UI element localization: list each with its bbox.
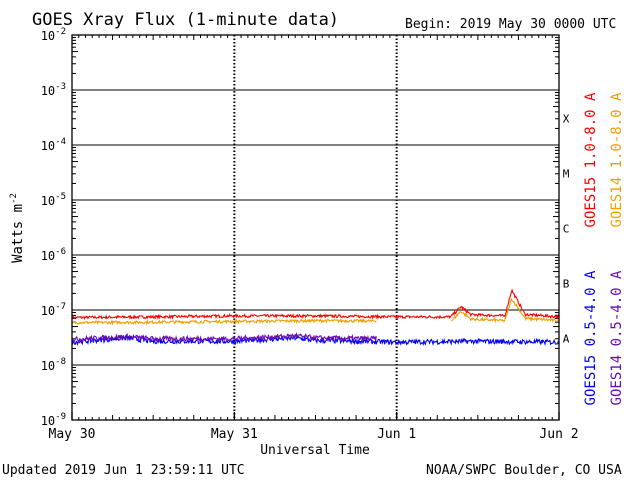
- x-tick-labels: May 30 May 31 Jun 1 Jun 2: [49, 427, 579, 442]
- y-tick-exponent: -8: [55, 357, 66, 367]
- plot-frame: [71, 34, 560, 421]
- legend-entry: GOES14 0.5-4.0 A: [609, 270, 625, 405]
- legend: GOES15 1.0-8.0 A GOES14 1.0-8.0 A GOES15 0…: [583, 92, 625, 405]
- y-tick-exponent: -9: [55, 412, 66, 422]
- y-tick-label: 10-4: [41, 137, 66, 153]
- x-axis-label: Universal Time: [260, 443, 370, 458]
- source-credit: NOAA/SWPC Boulder, CO USA: [426, 463, 622, 478]
- y-tick-exponent: -5: [55, 192, 66, 202]
- flare-class-labels: X M C B A: [563, 113, 570, 346]
- y-tick-exponent: -3: [55, 82, 66, 92]
- y-axis-label: Watts m-2: [9, 193, 26, 263]
- x-tick-label: May 31: [211, 427, 258, 442]
- y-tick-base: 10: [41, 359, 55, 373]
- y-tick-label: 10-9: [41, 412, 66, 428]
- y-tick-label: 10-6: [41, 247, 66, 263]
- x-tick-label: Jun 2: [539, 427, 578, 442]
- series-line: [71, 288, 560, 321]
- y-tick-base: 10: [41, 139, 55, 153]
- series-line: [71, 331, 377, 344]
- y-tick-base: 10: [41, 304, 55, 318]
- series-line: [72, 297, 560, 326]
- flare-class-m: M: [563, 168, 570, 181]
- y-tick-base: 10: [41, 249, 55, 263]
- y-tick-label: 10-8: [41, 357, 66, 373]
- y-tick-label: 10-2: [41, 27, 66, 43]
- y-tick-exponent: -2: [55, 27, 66, 37]
- x-tick-label: May 30: [49, 427, 96, 442]
- y-tick-base: 10: [41, 84, 55, 98]
- y-tick-base: 10: [41, 414, 55, 428]
- y-tick-base: 10: [41, 29, 55, 43]
- series-layer: [71, 288, 560, 347]
- y-tick-exponent: -7: [55, 302, 66, 312]
- legend-entry: GOES15 1.0-8.0 A: [583, 92, 599, 227]
- flare-class-b: B: [563, 278, 570, 291]
- y-tick-label: 10-5: [41, 192, 66, 208]
- y-tick-base: 10: [41, 194, 55, 208]
- y-tick-exponent: -4: [55, 137, 66, 147]
- legend-entry: GOES15 0.5-4.0 A: [583, 270, 599, 405]
- legend-entry: GOES14 1.0-8.0 A: [609, 92, 625, 227]
- flare-class-a: A: [563, 333, 570, 346]
- y-tick-labels: 10-210-310-410-510-610-710-810-9: [41, 27, 66, 428]
- y-tick-label: 10-7: [41, 302, 66, 318]
- y-tick-label: 10-3: [41, 82, 66, 98]
- y-tick-exponent: -6: [55, 247, 66, 257]
- y-axis-label-text: Watts m: [10, 204, 26, 263]
- flare-class-c: C: [563, 223, 570, 236]
- y-axis-label-exponent: -2: [9, 193, 19, 204]
- grid-layer: [71, 35, 560, 420]
- x-tick-label: Jun 1: [377, 427, 416, 442]
- chart-title: GOES Xray Flux (1-minute data): [32, 10, 339, 30]
- updated-timestamp: Updated 2019 Jun 1 23:59:11 UTC: [2, 463, 245, 478]
- begin-time: Begin: 2019 May 30 0000 UTC: [405, 17, 616, 32]
- series-line: [71, 334, 560, 347]
- flare-class-x: X: [563, 113, 570, 126]
